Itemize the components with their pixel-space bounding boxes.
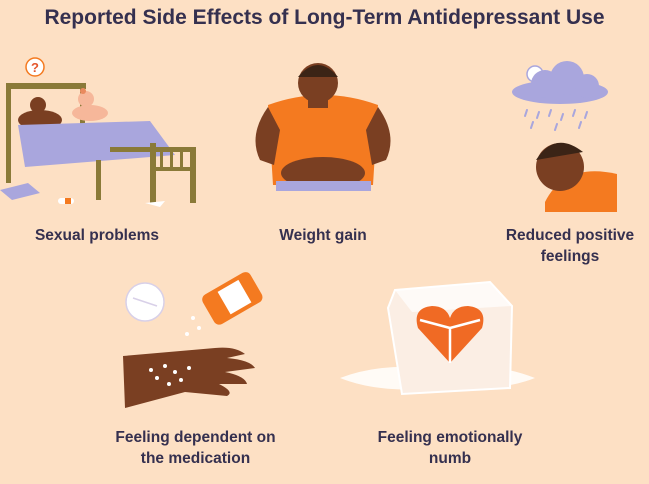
rain-cloud-sad-person-icon [512,61,617,212]
label-line-1: Reduced positive [505,227,635,244]
couple-in-bed-icon: ? [0,57,196,207]
person-weight-gain-icon [255,63,391,191]
svg-text:?: ? [31,60,39,75]
effect-label-emotionally-numb: Feeling emotionally numb [355,427,545,469]
effect-label-weight-gain: Weight gain [279,227,367,244]
page-title: Reported Side Effects of Long-Term Antid… [44,6,605,29]
label-line-2: numb [428,450,472,467]
effect-label-feeling-dependent: Feeling dependent on the medication [98,427,293,469]
label-line-2: the medication [140,450,251,467]
effect-label-reduced-positive-feelings: Reduced positive feelings [495,225,645,267]
hand-with-pills-icon [123,272,263,408]
effect-label-sexual-problems: Sexual problems [34,227,160,244]
heart-in-ice-icon [340,280,535,396]
label-line-1: Feeling dependent on [115,429,276,446]
label-line-1: Feeling emotionally [377,429,523,446]
label-line-2: feelings [540,248,600,265]
